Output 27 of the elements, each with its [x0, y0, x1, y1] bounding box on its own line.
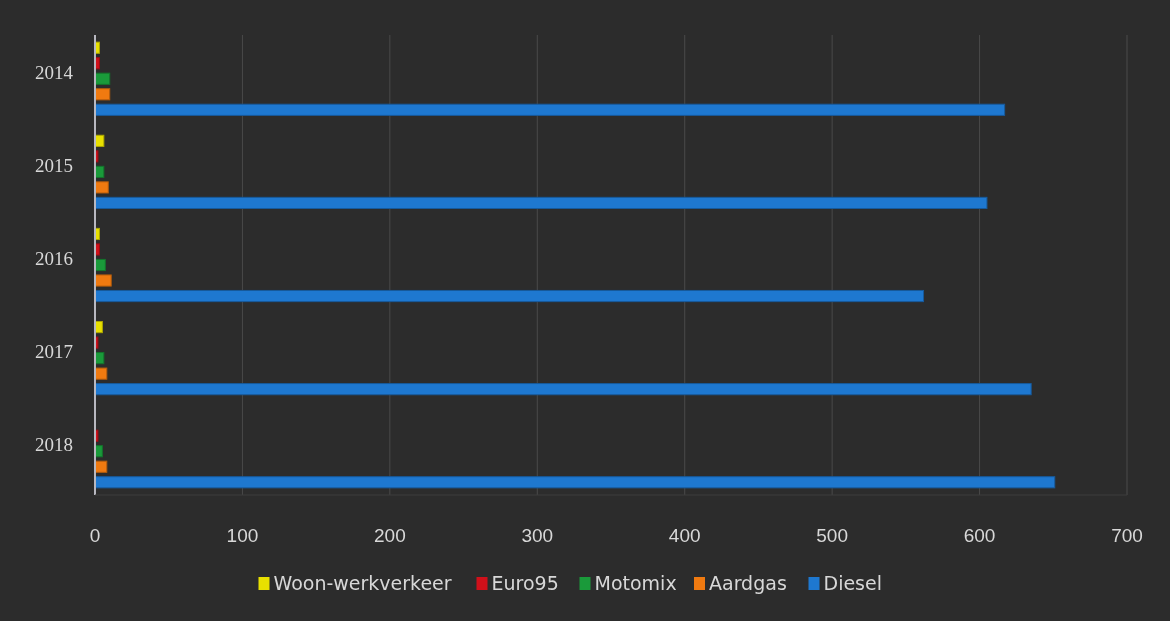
bar — [94, 383, 1032, 396]
x-tick-label: 300 — [521, 525, 554, 546]
y-tick-label: 2018 — [35, 434, 73, 456]
y-tick-label: 2014 — [35, 62, 74, 84]
bar — [94, 196, 988, 210]
legend-label: Euro95 — [491, 571, 559, 594]
x-tick-label: 700 — [1111, 525, 1143, 546]
bar — [94, 103, 1006, 116]
bar — [94, 88, 111, 101]
y-tick-label: 2015 — [35, 155, 73, 177]
x-tick-label: 200 — [374, 525, 406, 546]
legend-label: Aardgas — [709, 571, 787, 594]
bar — [94, 367, 108, 380]
x-tick-label: 400 — [668, 525, 701, 546]
bar — [94, 181, 109, 194]
y-tick-label: 2016 — [35, 248, 73, 270]
x-tick-label: 500 — [816, 525, 848, 546]
legend-label: Woon-werkverkeer — [273, 571, 452, 594]
x-tick-label: 0 — [89, 525, 101, 546]
legend-label: Motomix — [594, 571, 677, 594]
legend-label: Diesel — [823, 571, 882, 594]
bar — [94, 289, 925, 303]
x-tick-label: 600 — [963, 525, 996, 546]
bar — [94, 476, 1056, 489]
bar — [94, 274, 112, 287]
x-tick-label: 100 — [226, 525, 259, 546]
y-tick-label: 2017 — [35, 341, 73, 363]
